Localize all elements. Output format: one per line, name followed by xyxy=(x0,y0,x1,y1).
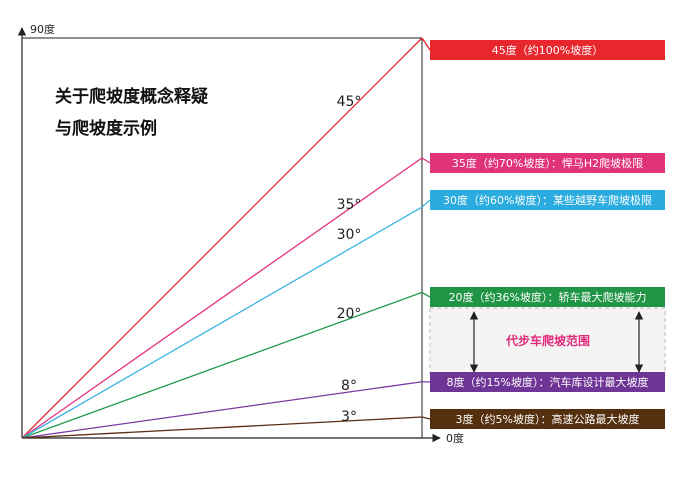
slope-line-20 xyxy=(21,291,423,439)
slope-line-30 xyxy=(21,206,423,439)
slope-caption-box-30 xyxy=(430,190,665,210)
y-axis-label: 90度 xyxy=(30,22,55,36)
slope-connector-3 xyxy=(421,416,431,420)
slope-connector-45 xyxy=(421,37,431,51)
range-panel xyxy=(429,307,666,377)
slope-angle-label-3: 3° xyxy=(341,409,357,425)
slope-caption-text-8: 8度（约15%坡度）：汽车库设计最大坡度 xyxy=(447,375,649,389)
slope-caption-box-3 xyxy=(430,409,665,429)
range-label: 代步车爬坡范围 xyxy=(505,333,590,348)
slope-angle-label-35: 35° xyxy=(337,197,362,213)
slope-angle-label-45: 45° xyxy=(337,94,362,110)
slope-line-8 xyxy=(21,381,423,439)
slope-line-45 xyxy=(21,37,423,439)
slope-connector-30 xyxy=(421,199,431,208)
slope-caption-box-20 xyxy=(430,287,665,307)
slope-connector-35 xyxy=(421,157,431,164)
slope-line-35 xyxy=(21,157,423,439)
slope-caption-box-8 xyxy=(430,372,665,392)
slope-caption-text-35: 35度（约70%坡度）：悍马H2爬坡极限 xyxy=(452,156,643,170)
slope-caption-text-30: 30度（约60%坡度）：某些越野车爬坡极限 xyxy=(443,193,652,207)
slope-angle-label-8: 8° xyxy=(341,378,357,394)
title-line-2: 与爬坡度示例 xyxy=(55,118,157,139)
slope-caption-text-20: 20度（约36%坡度）：轿车最大爬坡能力 xyxy=(449,290,647,304)
slope-caption-text-3: 3度（约5%坡度）：高速公路最大坡度 xyxy=(456,412,640,426)
slope-connector-20 xyxy=(421,291,431,298)
slope-caption-box-45 xyxy=(430,40,665,60)
title-line-1: 关于爬坡度概念释疑 xyxy=(55,86,208,107)
slopes-layer: 45° 45度（约100%坡度） 35° 35度（约70%坡度）：悍马H2爬坡极限 30… xyxy=(21,37,665,439)
slope-caption-box-35 xyxy=(430,153,665,173)
slope-angle-label-30: 30° xyxy=(337,227,362,243)
slope-angle-label-20: 20° xyxy=(337,306,362,322)
slope-caption-text-45: 45度（约100%坡度） xyxy=(492,43,603,57)
x-axis-label: 0度 xyxy=(446,431,464,445)
slope-line-3 xyxy=(21,416,423,439)
